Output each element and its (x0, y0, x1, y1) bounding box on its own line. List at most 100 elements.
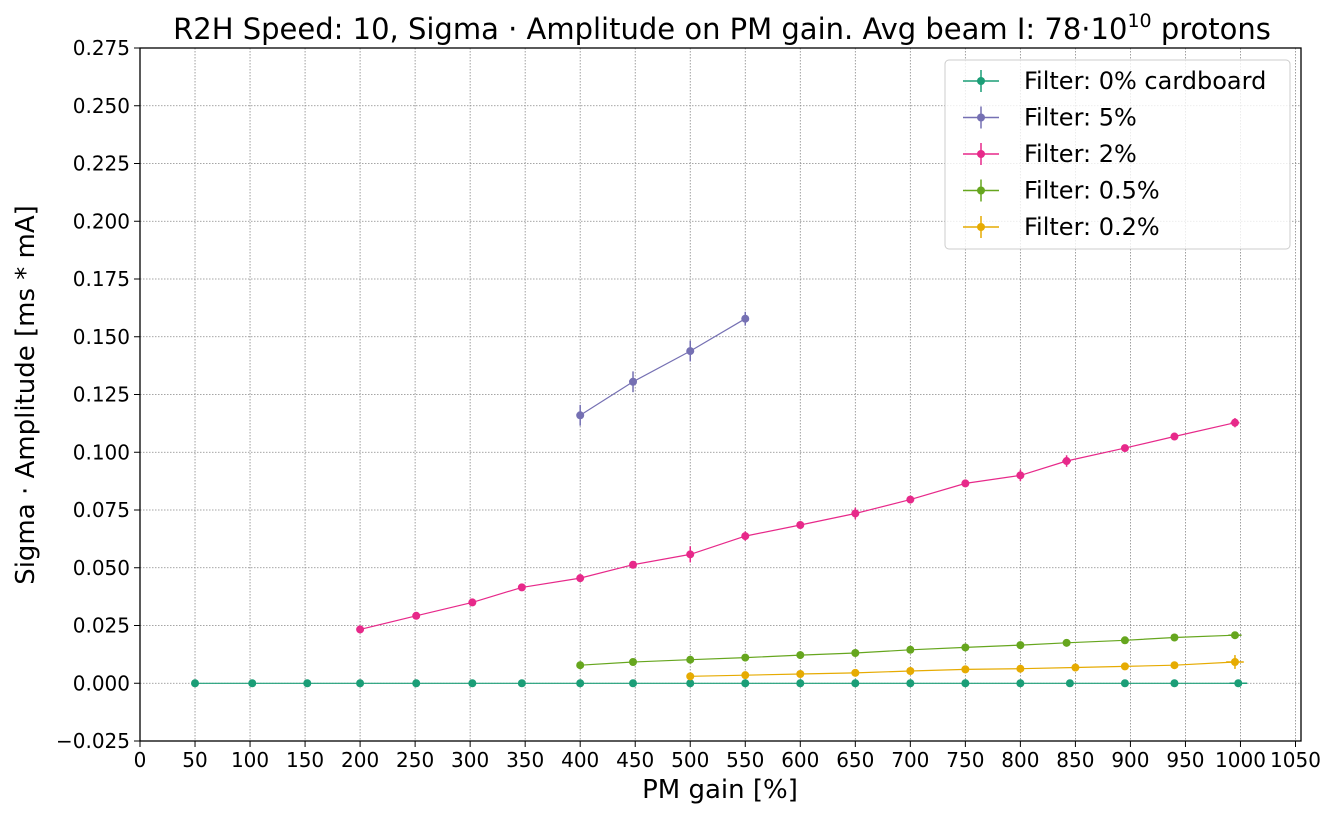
legend-entry: Filter: 0% cardboard (963, 67, 1266, 95)
data-point (1170, 633, 1179, 642)
data-point (686, 550, 695, 559)
data-point (961, 643, 970, 652)
data-point (629, 560, 638, 569)
x-tick-label: 350 (506, 748, 544, 772)
data-point (851, 509, 860, 518)
data-point (961, 665, 970, 674)
x-tick-label: 600 (781, 748, 819, 772)
data-point (1230, 631, 1239, 640)
data-point (1230, 418, 1239, 427)
data-point (906, 679, 915, 688)
x-tick-label: 550 (726, 748, 764, 772)
legend-entry: Filter: 2% (963, 140, 1137, 168)
data-point (686, 679, 695, 688)
data-point (191, 679, 200, 688)
legend-label: Filter: 0.2% (1024, 213, 1160, 241)
x-tick-label: 1000 (1215, 748, 1266, 772)
data-point (1234, 679, 1243, 688)
series-group (576, 311, 750, 426)
data-point (356, 679, 365, 688)
legend-swatch-marker (977, 113, 985, 122)
data-point (796, 670, 805, 679)
y-axis-ticks: −0.025 0.000 0.025 0.050 0.075 0.100 0.125 0.15… (56, 36, 140, 753)
data-point (1062, 638, 1071, 647)
x-tick-label: 300 (451, 748, 489, 772)
y-tick-label: −0.025 (56, 729, 130, 753)
y-axis-title: Sigma · Amplitude [ms * mA] (11, 205, 41, 585)
data-point (356, 625, 365, 634)
data-point (1120, 444, 1129, 453)
data-point (906, 667, 915, 676)
data-point (576, 411, 585, 420)
data-point (629, 657, 638, 666)
y-tick-label: 0.200 (73, 209, 130, 233)
legend-label: Filter: 2% (1024, 140, 1137, 168)
data-point (961, 679, 970, 688)
legend-label: Filter: 5% (1024, 104, 1137, 132)
data-point (1062, 457, 1071, 466)
legend-swatch-marker (977, 150, 985, 158)
x-tick-label: 150 (286, 748, 324, 772)
data-point (1120, 636, 1129, 645)
chart-title: R2H Speed: 10, Sigma · Amplitude on PM g… (173, 10, 1271, 46)
data-point (1120, 662, 1129, 671)
x-tick-label: 400 (561, 748, 599, 772)
y-tick-label: 0.225 (73, 152, 130, 176)
data-point (1016, 664, 1025, 673)
y-tick-label: 0.150 (73, 325, 130, 349)
data-point (906, 495, 915, 504)
series-line (579, 318, 746, 416)
data-point (248, 679, 257, 688)
legend-swatch-marker (977, 77, 985, 85)
x-tick-label: 800 (1001, 748, 1039, 772)
data-point (741, 679, 750, 688)
x-tick-label: 250 (396, 748, 434, 772)
data-point (412, 611, 421, 620)
legend-entry: Filter: 0.5% (963, 177, 1160, 205)
data-point (851, 668, 860, 677)
y-tick-label: 0.275 (73, 36, 130, 60)
data-point (1170, 661, 1179, 670)
y-tick-label: 0.000 (73, 671, 130, 695)
data-point (1120, 679, 1129, 688)
x-tick-label: 0 (134, 748, 147, 772)
x-tick-label: 200 (341, 748, 379, 772)
x-tick-label: 100 (231, 748, 269, 772)
x-tick-label: 950 (1166, 748, 1204, 772)
y-tick-label: 0.025 (73, 614, 130, 638)
x-tick-label: 650 (836, 748, 874, 772)
data-point (686, 672, 695, 681)
y-tick-label: 0.075 (73, 498, 130, 522)
data-point (1170, 432, 1179, 441)
legend-frame (944, 59, 1291, 250)
data-point (741, 314, 750, 323)
data-point (686, 347, 695, 356)
series-group (191, 679, 1248, 688)
x-tick-label: 700 (891, 748, 929, 772)
y-tick-label: 0.125 (73, 383, 130, 407)
x-tick-label: 50 (182, 748, 207, 772)
data-point (851, 679, 860, 688)
data-point (576, 679, 585, 688)
data-point (961, 479, 970, 488)
data-point (576, 574, 585, 583)
data-point (576, 661, 585, 670)
series-group (356, 418, 1240, 634)
data-point (741, 653, 750, 662)
data-point (412, 679, 421, 688)
legend-entry: Filter: 0.2% (963, 213, 1160, 241)
legend-swatch-marker (977, 223, 985, 231)
data-point (686, 655, 695, 664)
data-point (741, 532, 750, 541)
series-group (686, 655, 1244, 681)
x-axis-title: PM gain [%] (642, 775, 798, 805)
legend-entry: Filter: 5% (963, 104, 1137, 132)
data-point (1170, 679, 1179, 688)
x-tick-label: 450 (616, 748, 654, 772)
y-tick-label: 0.100 (73, 440, 130, 464)
legend-label: Filter: 0% cardboard (1024, 67, 1266, 95)
x-tick-label: 900 (1111, 748, 1149, 772)
data-point (1071, 663, 1080, 672)
data-point (1016, 641, 1025, 650)
data-point (303, 679, 312, 688)
